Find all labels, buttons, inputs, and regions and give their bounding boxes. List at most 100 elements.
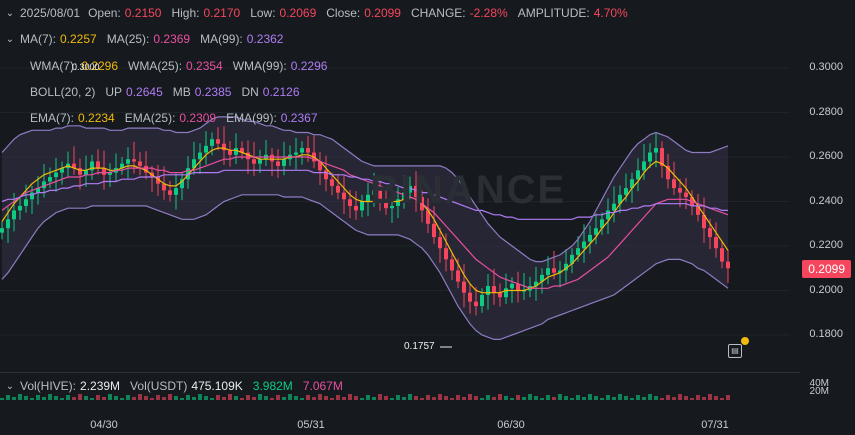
volume-bar	[36, 395, 40, 400]
candle-body	[462, 281, 466, 293]
candle-body	[96, 161, 100, 169]
volume-bar	[360, 398, 364, 400]
volume-bar	[138, 394, 142, 400]
current-price-tag: 0.2099	[802, 260, 851, 278]
volume-bar	[642, 397, 646, 400]
candle-body	[558, 270, 562, 273]
volume-bar	[354, 396, 358, 400]
candle-body	[54, 172, 58, 178]
candle-body	[600, 219, 604, 229]
wma25-value: 0.2354	[186, 59, 223, 73]
volume-bar	[330, 398, 334, 400]
bollinger-band	[2, 116, 728, 340]
vol-usdt-value: 475.109K	[191, 379, 243, 393]
candle-body	[246, 152, 250, 160]
candle-body	[456, 270, 460, 282]
volume-bar	[300, 398, 304, 400]
volume-bar	[486, 395, 490, 400]
candle-body	[144, 165, 148, 173]
volume-bar	[270, 398, 274, 400]
watermark: BINANCE	[370, 168, 567, 212]
y-tick-label: 0.1800	[809, 328, 843, 340]
volume-bar	[510, 398, 514, 400]
candle-body	[504, 288, 508, 298]
candle-body	[660, 148, 664, 166]
volume-legend[interactable]: ⌄ Vol(HIVE): 2.239M Vol(USDT) 475.109K 3…	[0, 379, 353, 393]
candle-body	[552, 268, 556, 273]
volume-bar	[318, 394, 322, 400]
vol-axis-label: 40M	[809, 378, 829, 389]
wma-legend[interactable]: WMA(7): 0.2296 WMA(25): 0.2354 WMA(99): …	[30, 59, 337, 73]
candle-body	[252, 159, 256, 164]
candle-body	[318, 161, 322, 171]
volume-bar	[528, 394, 532, 400]
volume-bar	[576, 395, 580, 400]
alert-icon[interactable]: ▤	[728, 344, 742, 358]
candle-body	[714, 237, 718, 249]
crosshair-price-label: 0.3000	[72, 62, 100, 72]
chevron-down-icon[interactable]: ⌄	[5, 380, 15, 392]
volume-bar	[504, 396, 508, 400]
boll-legend[interactable]: BOLL(20, 2) UP 0.2645 MB 0.2385 DN 0.212…	[30, 85, 310, 99]
volume-bar	[348, 394, 352, 400]
candle-body	[642, 161, 646, 171]
chevron-down-icon[interactable]: ⌄	[5, 33, 15, 45]
volume-bar	[558, 394, 562, 400]
volume-bar	[432, 397, 436, 400]
volume-bar	[366, 395, 370, 400]
candle-body	[546, 268, 550, 275]
volume-bar	[648, 394, 652, 400]
volume-bar	[702, 397, 706, 400]
volume-bar	[54, 396, 58, 400]
candle-body	[210, 139, 214, 146]
vol-hive-value: 2.239M	[80, 379, 121, 393]
wma99-value: 0.2296	[290, 59, 328, 73]
volume-bar	[450, 398, 454, 400]
volume-bar	[312, 397, 316, 400]
candle-body	[216, 139, 220, 144]
bollinger-band-fill	[2, 116, 728, 340]
candle-body	[648, 152, 652, 162]
pane-separator[interactable]	[0, 372, 800, 373]
volume-bar	[474, 396, 478, 400]
volume-bar	[102, 397, 106, 400]
candle-body	[534, 281, 538, 287]
candle-body	[570, 254, 574, 264]
volume-bar	[420, 398, 424, 400]
candle-body	[720, 248, 724, 262]
candle-body	[156, 177, 160, 184]
vol-hive-label: Vol(HIVE):	[20, 379, 77, 393]
volume-bar	[96, 395, 100, 400]
volume-bar	[414, 396, 418, 400]
x-tick-label: 07/31	[701, 419, 729, 431]
volume-bar	[198, 394, 202, 400]
candle-body	[108, 172, 112, 175]
volume-bar	[150, 398, 154, 400]
volume-bar	[42, 397, 46, 400]
volume-bar	[288, 394, 292, 400]
ma-legend[interactable]: ⌄ MA(7): 0.2257 MA(25): 0.2369 MA(99): 0…	[0, 32, 293, 46]
volume-bar	[228, 394, 232, 400]
volume-bar	[192, 397, 196, 400]
volume-bar	[540, 398, 544, 400]
volume-bar	[570, 398, 574, 400]
open-label: Open:	[88, 6, 121, 20]
ema-legend[interactable]: EMA(7): 0.2234 EMA(25): 0.2309 EMA(99): …	[30, 111, 328, 125]
volume-bar	[126, 395, 130, 400]
volume-bar	[546, 395, 550, 400]
volume-bar	[534, 396, 538, 400]
x-tick-label: 04/30	[90, 419, 118, 431]
y-tick-label: 0.2000	[809, 283, 843, 296]
volume-bar	[588, 394, 592, 400]
candle-body	[606, 210, 610, 220]
indicator-line	[1, 156, 729, 289]
volume-bar	[498, 394, 502, 400]
notification-dot-icon	[741, 337, 749, 345]
volume-bar	[564, 396, 568, 400]
chevron-down-icon[interactable]: ⌄	[5, 7, 15, 19]
volume-bar	[636, 395, 640, 400]
volume-bar	[246, 395, 250, 400]
candle-body	[564, 263, 568, 271]
low-price-marker: 0.1757	[404, 341, 435, 352]
